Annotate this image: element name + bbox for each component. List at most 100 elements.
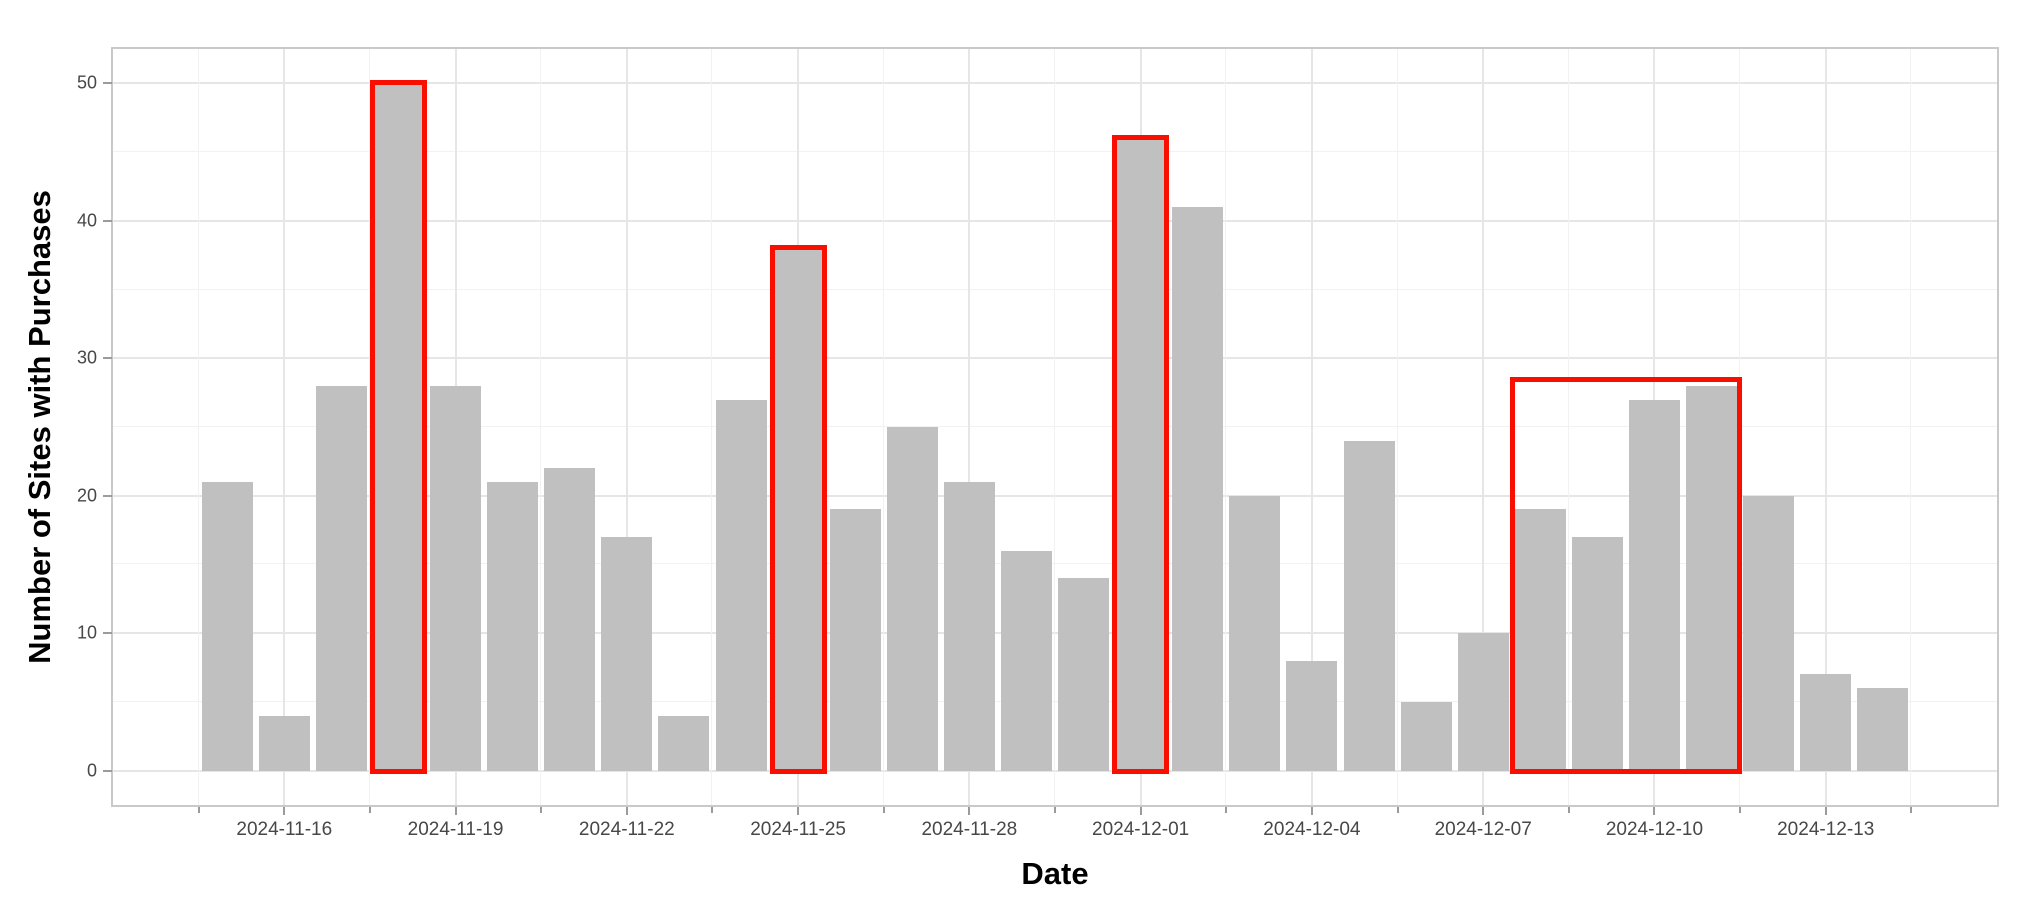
x-axis-tick-label: 2024-11-16	[236, 819, 333, 840]
h-gridline-minor	[113, 700, 1997, 702]
highlighted-bar-outline	[1112, 135, 1170, 774]
highlighted-bar-outline	[369, 80, 427, 774]
bar	[1571, 536, 1623, 771]
v-gridline-minor	[368, 49, 370, 805]
y-axis-tick	[103, 769, 112, 772]
highlighted-range-outline	[1509, 377, 1743, 774]
v-gridline-minor	[1225, 49, 1227, 805]
v-gridline-major	[968, 49, 971, 805]
bar	[1000, 550, 1052, 771]
x-axis-tick	[625, 807, 628, 815]
h-gridline-minor	[113, 426, 1997, 427]
bar	[1343, 440, 1395, 771]
bar	[1229, 495, 1281, 771]
bar	[1400, 701, 1452, 771]
x-axis-minor-tick	[1567, 807, 1570, 813]
y-axis-tick-label: 50	[76, 72, 97, 93]
y-axis-tick-label: 20	[76, 485, 97, 506]
x-axis-tick	[283, 807, 286, 815]
x-axis-tick	[454, 807, 457, 815]
v-gridline-major	[283, 49, 286, 805]
bar	[715, 399, 767, 771]
x-axis-minor-tick	[1739, 807, 1742, 813]
x-axis-tick-label: 2024-12-07	[1434, 819, 1532, 840]
bar	[1115, 138, 1167, 771]
v-gridline-minor	[882, 49, 884, 805]
x-axis-tick-label: 2024-12-10	[1605, 819, 1704, 840]
y-axis-tick-label: 40	[76, 210, 97, 231]
h-gridline-major	[113, 357, 1997, 360]
x-axis-tick-label: 2024-11-19	[407, 819, 504, 840]
v-gridline-minor	[1567, 49, 1569, 805]
y-axis-tick	[103, 494, 112, 497]
h-gridline-major	[113, 769, 1997, 772]
x-axis-tick-label: 2024-11-22	[578, 819, 675, 840]
x-axis-minor-tick	[882, 807, 885, 813]
bar	[201, 481, 253, 771]
v-gridline-minor	[711, 49, 713, 805]
x-axis-minor-tick	[711, 807, 714, 813]
v-gridline-minor	[1054, 49, 1055, 805]
y-axis-tick	[103, 82, 112, 85]
x-axis-minor-tick	[1054, 807, 1056, 813]
x-axis-title: Date	[1021, 856, 1089, 891]
bar	[258, 715, 310, 771]
bar	[1628, 399, 1680, 771]
x-axis-tick	[1310, 807, 1313, 815]
v-gridline-minor	[1396, 49, 1398, 805]
h-gridline-major	[113, 82, 1997, 85]
bar	[544, 468, 596, 771]
bar	[601, 536, 653, 771]
bar	[1857, 688, 1909, 771]
bar	[1058, 578, 1110, 771]
h-gridline-major	[113, 494, 1997, 497]
x-axis-tick	[968, 807, 971, 815]
h-gridline-major	[113, 632, 1997, 635]
x-axis-minor-tick	[368, 807, 371, 813]
h-gridline-minor	[113, 563, 1997, 565]
x-axis-tick	[797, 807, 800, 815]
bar	[1286, 660, 1338, 771]
bar	[430, 385, 482, 771]
bar	[886, 427, 938, 771]
bar	[1800, 674, 1852, 771]
highlighted-bar-outline	[769, 245, 827, 774]
bar	[658, 715, 710, 771]
v-gridline-major	[1310, 49, 1313, 805]
y-axis-title: Number of Sites with Purchases	[22, 190, 57, 664]
y-axis-tick-label: 30	[76, 347, 97, 368]
bar	[1172, 207, 1224, 771]
v-gridline-minor	[1910, 49, 1912, 805]
h-gridline-minor	[113, 151, 1997, 153]
x-axis-tick-label: 2024-11-25	[750, 819, 846, 840]
x-axis-tick	[1482, 807, 1485, 815]
x-axis-tick-label: 2024-12-13	[1777, 819, 1875, 840]
bar	[943, 481, 995, 771]
bar	[1457, 633, 1509, 771]
y-axis-tick	[103, 357, 112, 360]
x-axis-minor-tick	[1225, 807, 1228, 813]
v-gridline-major	[1482, 49, 1485, 805]
x-axis-minor-tick	[1396, 807, 1399, 813]
h-gridline-minor	[113, 288, 1997, 290]
x-axis-tick	[1653, 807, 1656, 815]
bar	[1514, 509, 1566, 771]
y-axis-tick	[103, 632, 112, 635]
bar	[829, 509, 881, 771]
bar	[1743, 495, 1795, 771]
x-axis-tick-label: 2024-12-01	[1092, 819, 1190, 840]
y-axis-tick	[103, 219, 112, 222]
x-axis-tick	[1139, 807, 1142, 815]
bar	[372, 83, 424, 771]
y-axis-tick-label: 0	[86, 760, 97, 781]
y-axis-tick-label: 10	[76, 622, 97, 643]
x-axis-minor-tick	[540, 807, 543, 813]
bar	[772, 248, 824, 771]
x-axis-minor-tick	[1910, 807, 1913, 813]
bar	[487, 481, 539, 771]
v-gridline-minor	[540, 49, 542, 805]
bar	[1686, 385, 1738, 771]
h-gridline-major	[113, 219, 1997, 222]
v-gridline-minor	[197, 49, 199, 805]
x-axis-tick	[1824, 807, 1827, 815]
